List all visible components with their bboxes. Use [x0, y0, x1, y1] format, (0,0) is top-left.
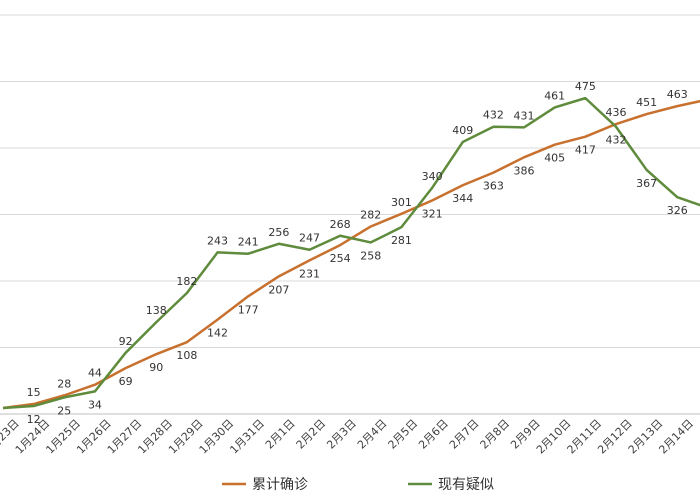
data-label-suspected: 241 [238, 236, 259, 249]
data-label-suspected: 431 [514, 109, 535, 122]
series-line-suspected [2, 96, 700, 410]
data-label-suspected: 138 [146, 304, 167, 317]
x-tick-label: 1月31日 [227, 417, 267, 457]
x-tick-label: 2月7日 [447, 417, 482, 452]
x-tick-label: 2月4日 [355, 417, 390, 452]
data-label-cumulative: 90 [149, 361, 163, 374]
x-tick-label: 2月5日 [386, 417, 421, 452]
data-label-cumulative: 231 [299, 267, 320, 280]
x-tick-label: 2月1日 [263, 417, 298, 452]
data-label-suspected: 258 [360, 249, 381, 262]
data-label-suspected: 268 [330, 218, 351, 231]
data-label-cumulative: 254 [330, 252, 351, 265]
data-label-cumulative: 417 [575, 144, 596, 157]
data-label-cumulative: 207 [268, 283, 289, 296]
x-tick-label: 2月3日 [324, 417, 359, 452]
data-label-suspected: 12 [27, 413, 41, 426]
data-label-cumulative: 28 [57, 377, 71, 390]
legend-label-suspected: 现有疑似 [438, 477, 494, 493]
legend: 累计确诊 现有疑似 [222, 477, 494, 493]
data-label-suspected: 432 [606, 134, 627, 147]
data-label-suspected: 243 [207, 234, 228, 247]
data-label-cumulative: 142 [207, 327, 228, 340]
data-label-suspected: 247 [299, 232, 320, 245]
data-label-suspected: 92 [119, 335, 133, 348]
data-label-cumulative: 15 [27, 386, 41, 399]
data-label-cumulative: 436 [606, 106, 627, 119]
data-label-suspected: 475 [575, 80, 596, 93]
data-label-cumulative: 44 [88, 367, 102, 380]
data-label-suspected: 281 [391, 234, 412, 247]
data-label-cumulative: 301 [391, 196, 412, 209]
data-labels: 1528446990108142177207231254282301321344… [27, 80, 688, 426]
x-tick-label: 2月2日 [294, 417, 329, 452]
data-label-suspected: 409 [452, 124, 473, 137]
data-label-cumulative: 386 [514, 164, 535, 177]
data-label-suspected: 367 [636, 177, 657, 190]
data-label-suspected: 326 [667, 204, 688, 217]
data-label-suspected: 340 [422, 170, 443, 183]
data-label-cumulative: 69 [119, 375, 133, 388]
data-label-cumulative: 463 [667, 88, 688, 101]
grid-lines [0, 14, 700, 415]
data-label-suspected: 432 [483, 109, 504, 122]
data-label-suspected: 182 [176, 275, 197, 288]
data-label-suspected: 256 [268, 226, 289, 239]
data-label-suspected: 34 [88, 398, 102, 411]
x-tick-label: 2月8日 [478, 417, 513, 452]
legend-label-cumulative: 累计确诊 [252, 477, 308, 493]
x-tick-label: 2月6日 [416, 417, 451, 452]
data-label-cumulative: 405 [544, 152, 565, 165]
data-label-cumulative: 321 [422, 208, 443, 221]
data-label-cumulative: 451 [636, 96, 657, 109]
x-axis: 1月23日1月24日1月25日1月26日1月27日1月28日1月29日1月30日… [0, 417, 696, 457]
data-label-suspected: 25 [57, 404, 71, 417]
series-layer [2, 96, 700, 410]
x-tick-label: 2月14日 [656, 417, 696, 457]
series-line-cumulative [2, 99, 700, 410]
data-label-cumulative: 282 [360, 208, 381, 221]
data-label-cumulative: 363 [483, 180, 504, 193]
data-label-cumulative: 108 [176, 349, 197, 362]
data-label-cumulative: 177 [238, 303, 259, 316]
data-label-cumulative: 344 [452, 192, 473, 205]
data-label-suspected: 461 [544, 89, 565, 102]
